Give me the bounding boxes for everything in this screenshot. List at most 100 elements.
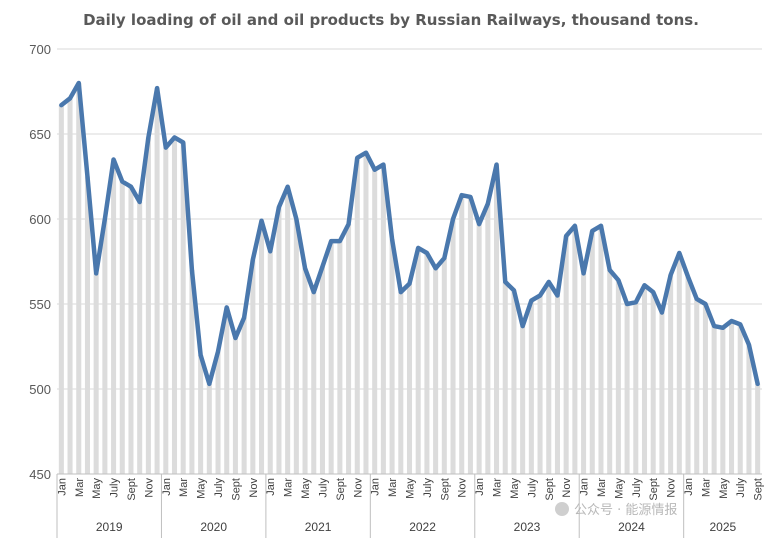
data-point xyxy=(59,103,63,107)
y-tick-label: 550 xyxy=(29,297,51,312)
data-point xyxy=(225,305,229,309)
data-point xyxy=(555,294,559,298)
bar xyxy=(450,219,456,474)
chart-title: Daily loading of oil and oil products by… xyxy=(83,11,699,29)
data-point xyxy=(408,282,412,286)
data-point xyxy=(756,382,760,386)
data-point xyxy=(425,251,429,255)
y-tick-label: 650 xyxy=(29,127,51,142)
bar xyxy=(494,164,500,474)
bar xyxy=(259,220,265,474)
bar xyxy=(250,259,256,474)
bar xyxy=(685,276,691,474)
data-point xyxy=(312,290,316,294)
data-point xyxy=(721,326,725,330)
bar xyxy=(224,307,230,474)
bar xyxy=(389,239,395,474)
x-tick-label: Sept xyxy=(544,478,556,501)
data-point xyxy=(486,202,490,206)
data-point xyxy=(242,316,246,320)
bar xyxy=(102,219,108,474)
bar xyxy=(232,338,238,474)
data-point xyxy=(173,135,177,139)
bar xyxy=(154,88,160,474)
bar xyxy=(607,270,613,474)
data-point xyxy=(207,382,211,386)
bar xyxy=(598,225,604,474)
x-tick-label: Nov xyxy=(143,478,155,498)
x-tick-label: Mar xyxy=(700,478,712,497)
data-point xyxy=(85,175,89,179)
data-point xyxy=(164,146,168,150)
data-point xyxy=(399,290,403,294)
x-tick-label: Nov xyxy=(666,478,678,498)
data-point xyxy=(216,350,220,354)
data-point xyxy=(529,299,533,303)
data-point xyxy=(294,217,298,221)
data-point xyxy=(373,168,377,172)
bar xyxy=(171,137,178,474)
year-label: 2023 xyxy=(514,520,541,534)
bar xyxy=(67,98,73,475)
bar xyxy=(746,344,752,474)
bar xyxy=(459,195,465,474)
x-tick-label: July xyxy=(526,478,538,498)
year-label: 2022 xyxy=(409,520,436,534)
data-point xyxy=(320,265,324,269)
x-tick-label: July xyxy=(213,478,225,498)
bar xyxy=(180,142,186,474)
x-tick-label: May xyxy=(300,478,312,499)
y-tick-label: 450 xyxy=(29,467,51,482)
series-line-layer xyxy=(59,80,760,387)
data-point xyxy=(503,280,507,284)
x-tick-label: Jan xyxy=(56,478,68,496)
bar xyxy=(145,137,151,474)
data-point xyxy=(416,246,420,250)
data-point xyxy=(608,268,612,272)
data-point xyxy=(738,322,742,326)
bar xyxy=(528,300,534,474)
bar xyxy=(93,273,99,474)
data-point xyxy=(286,185,290,189)
bar xyxy=(215,351,221,474)
bar xyxy=(137,202,143,474)
data-point xyxy=(138,200,142,204)
data-point xyxy=(512,288,516,292)
bar xyxy=(581,273,587,474)
watermark-text: 公众号 · 能源情报 xyxy=(574,503,677,518)
bar xyxy=(694,298,700,474)
bar xyxy=(546,281,552,474)
data-point xyxy=(538,294,542,298)
bar xyxy=(711,326,717,474)
x-tick-label: Mar xyxy=(596,478,608,497)
data-point xyxy=(112,158,116,162)
x-tick-label: Mar xyxy=(74,478,86,497)
x-tick-label: Nov xyxy=(248,478,260,498)
bar xyxy=(311,292,317,474)
x-tick-label: July xyxy=(109,478,121,498)
data-point xyxy=(495,163,499,167)
bar xyxy=(520,326,526,474)
year-labels: 2019 2020 2021 2022 2023 2024 2025 xyxy=(96,520,737,534)
x-tick-label: July xyxy=(631,478,643,498)
bar xyxy=(537,295,543,474)
data-point xyxy=(364,151,368,155)
x-tick-label: Nov xyxy=(457,478,469,498)
bar xyxy=(84,176,90,474)
watermark-icon xyxy=(555,502,569,516)
data-point xyxy=(434,266,438,270)
bar xyxy=(702,304,708,474)
bar xyxy=(346,224,352,474)
x-tick-label: Jan xyxy=(579,478,591,496)
data-point xyxy=(468,195,472,199)
data-point xyxy=(120,180,124,184)
bar xyxy=(633,302,639,474)
bar xyxy=(589,230,595,474)
bar xyxy=(241,317,247,474)
x-tick-label: Mar xyxy=(283,478,295,497)
watermark: 公众号 · 能源情报 xyxy=(555,502,677,518)
year-label: 2024 xyxy=(618,520,645,534)
data-point xyxy=(564,234,568,238)
y-tick-label: 600 xyxy=(29,212,51,227)
